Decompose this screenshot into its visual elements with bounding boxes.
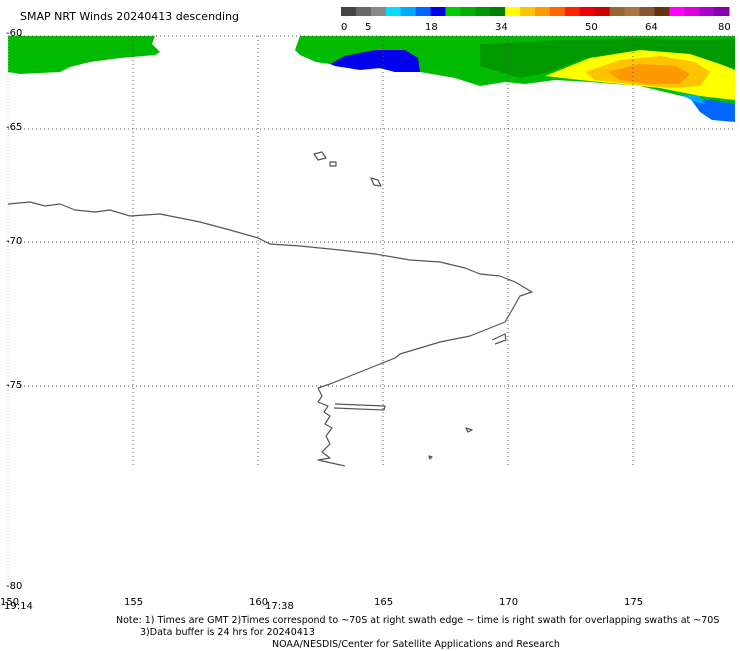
colorbar-swatch [535, 7, 551, 16]
island-5 [428, 455, 433, 460]
colorbar-swatch [639, 7, 655, 16]
colorbar-tick-5: 5 [365, 22, 371, 33]
credit-line: NOAA/NESDIS/Center for Satellite Applica… [272, 639, 560, 650]
colorbar-tick-64: 64 [645, 22, 658, 33]
coastline-ice-edge [491, 333, 507, 345]
colorbar-swatch [385, 7, 402, 16]
colorbar-tick-labels: 0 5 18 34 50 64 80 [341, 22, 731, 33]
lon-label-175: 175 [624, 597, 643, 608]
colorbar-swatch [355, 7, 372, 16]
lon-label-150: 150 [0, 597, 19, 608]
coastline-main [7, 201, 533, 467]
lon-label-170: 170 [499, 597, 518, 608]
colorbar-tick-0: 0 [341, 22, 347, 33]
colorbar-swatch [445, 7, 461, 16]
coastline-inlet [333, 403, 386, 411]
pass-time-1: 19:14 [4, 601, 33, 612]
lat-label-80: -80 [6, 581, 22, 592]
colorbar-swatch [490, 7, 506, 16]
colorbar-swatch [654, 7, 670, 16]
island-4 [465, 427, 473, 433]
latitude-labels: -60 -65 -70 -75 -80 [6, 28, 22, 592]
colorbar-tick-50: 50 [585, 22, 598, 33]
colorbar-swatch [549, 7, 566, 16]
island-3 [370, 177, 382, 187]
colorbar-swatch [579, 7, 596, 16]
pass-time-labels: 19:14 17:38 [4, 601, 294, 612]
lat-label-65: -65 [6, 122, 22, 133]
wind-speed-colorbar [341, 7, 730, 16]
lat-label-75: -75 [6, 380, 22, 391]
lon-label-155: 155 [124, 597, 143, 608]
lon-label-165: 165 [374, 597, 393, 608]
colorbar-swatch [609, 7, 626, 16]
pass-time-2: 17:38 [265, 601, 294, 612]
note-line-2: 3)Data buffer is 24 hrs for 20240413 [140, 627, 315, 638]
swath-blue-center [330, 50, 420, 72]
colorbar-swatch [415, 7, 432, 16]
colorbar-swatch [520, 7, 536, 16]
lon-label-160: 160 [249, 597, 268, 608]
swath-blue-right [690, 98, 735, 122]
map-title: SMAP NRT Winds 20240413 descending [20, 10, 239, 23]
swath-orange [608, 64, 690, 84]
note-line-1: Note: 1) Times are GMT 2)Times correspon… [116, 615, 720, 626]
colorbar-swatch [370, 7, 387, 16]
longitude-labels: 150 155 160 165 170 175 [0, 597, 643, 608]
colorbar-swatch [699, 7, 715, 16]
graticule [8, 35, 735, 466]
island-2 [329, 161, 337, 167]
colorbar-swatch [475, 7, 491, 16]
lat-label-60: -60 [6, 28, 22, 39]
antarctic-coastline [7, 151, 533, 467]
colorbar-tick-34: 34 [495, 22, 508, 33]
colorbar-swatch [714, 7, 730, 16]
swath-green-dark [480, 38, 735, 78]
colorbar-swatch [341, 7, 357, 16]
lat-label-70: -70 [6, 236, 22, 247]
colorbar-swatch [505, 7, 521, 16]
island-1 [313, 151, 327, 161]
colorbar-swatch [460, 7, 476, 16]
swath-cyan-right [680, 94, 705, 104]
colorbar-swatch [594, 7, 611, 16]
colorbar-swatch [400, 7, 417, 16]
wind-swath [8, 36, 735, 122]
colorbar-tick-80: 80 [718, 22, 731, 33]
colorbar-swatch [430, 7, 446, 16]
colorbar-swatch [624, 7, 640, 16]
swath-green-left [8, 36, 160, 74]
colorbar-tick-18: 18 [425, 22, 438, 33]
colorbar-swatch [669, 7, 685, 16]
colorbar-swatch [564, 7, 581, 16]
colorbar-swatch [684, 7, 700, 16]
